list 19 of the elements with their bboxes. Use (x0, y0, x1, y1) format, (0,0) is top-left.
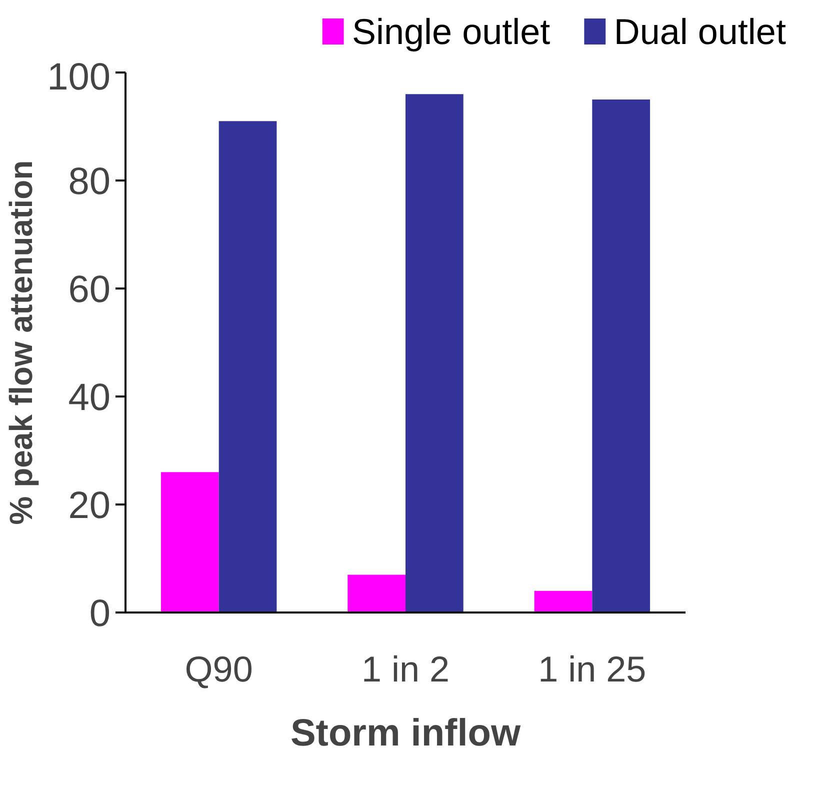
bar (218, 121, 277, 612)
y-axis-title: % peak flow attenuation (3, 160, 40, 525)
x-axis-title: Storm inflow (290, 712, 521, 754)
legend-label: Single outlet (352, 11, 550, 52)
legend-label: Dual outlet (614, 11, 786, 52)
x-tick-label: Q90 (184, 648, 253, 690)
bar (406, 94, 464, 612)
bar (348, 574, 406, 612)
y-tick-label: 20 (68, 485, 111, 527)
y-tick-label: 40 (68, 377, 111, 419)
bar (160, 472, 219, 612)
bar (534, 590, 592, 612)
x-tick-label: 1 in 25 (538, 648, 646, 690)
y-tick-label: 60 (68, 269, 111, 311)
y-tick-label: 0 (89, 593, 111, 635)
x-tick-label: 1 in 2 (361, 648, 450, 690)
y-tick-label: 100 (47, 56, 111, 98)
y-tick-label: 80 (68, 161, 111, 203)
bar (592, 100, 650, 612)
